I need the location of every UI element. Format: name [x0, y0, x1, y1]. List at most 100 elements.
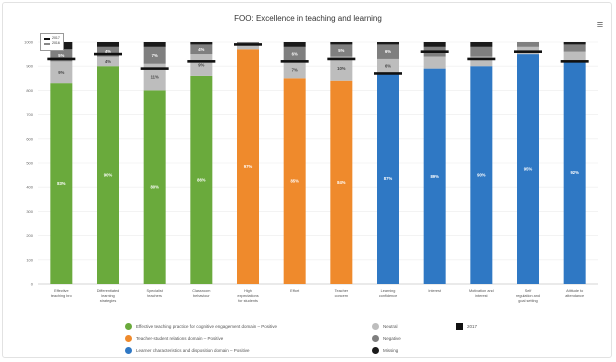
data-label: 84% [337, 180, 346, 185]
bar-segment[interactable] [470, 42, 493, 47]
chart-title: FOO: Excellence in teaching and learning [234, 14, 382, 23]
data-label: 5% [338, 48, 344, 53]
bar-segment[interactable] [423, 68, 446, 285]
data-label: 90% [104, 173, 113, 178]
y-tick-label: 900 [26, 64, 33, 69]
y-tick-label: 600 [26, 136, 33, 141]
x-tick-label: expectations [237, 294, 258, 298]
marker-2017 [560, 60, 589, 63]
data-label: 95% [524, 167, 533, 172]
data-label: 80% [150, 185, 159, 190]
x-tick-label: Teacher [335, 289, 349, 293]
bar-segment[interactable] [283, 46, 306, 62]
bar-segment[interactable] [143, 63, 166, 91]
bar-segment[interactable] [330, 44, 353, 57]
bar-segment[interactable] [143, 42, 166, 47]
x-tick-label: Attitude to [566, 289, 583, 293]
marker-2017 [187, 60, 216, 63]
legend-label: Learner characteristics and disposition … [136, 348, 250, 353]
bar-segment[interactable] [423, 42, 446, 47]
legend-label: Missing [383, 348, 399, 353]
bar-segment[interactable] [50, 61, 73, 84]
bar-segment[interactable] [97, 42, 119, 47]
bar-segment[interactable] [283, 61, 306, 79]
legend-item-neutral[interactable]: Neutral [372, 323, 398, 330]
y-tick-label: 100 [26, 257, 33, 262]
x-tick-label: Differentiated [97, 289, 120, 293]
legend-item-2017[interactable]: 2017 [456, 323, 477, 330]
x-tick-label: for students [238, 299, 258, 303]
x-tick-label: regulation and [516, 294, 540, 298]
bar-segment[interactable] [377, 44, 399, 59]
bar-segment[interactable] [190, 75, 213, 284]
legend-item-effective[interactable]: Effective teaching practice for cognitiv… [125, 323, 277, 330]
legend-item-missing[interactable]: Missing [372, 347, 398, 354]
bar-segment[interactable] [563, 44, 586, 52]
bar-segment[interactable] [470, 56, 493, 67]
bar-segment[interactable] [237, 44, 259, 50]
bar-segment[interactable] [470, 46, 493, 57]
data-label: 83% [57, 181, 66, 186]
bar-segment[interactable] [50, 83, 73, 284]
bar-segment[interactable] [283, 78, 306, 284]
bar-segment[interactable] [563, 51, 586, 62]
y-tick-label: 200 [26, 233, 33, 238]
legend-label: Effective teaching practice for cognitiv… [136, 324, 277, 329]
bar-segment[interactable] [143, 90, 166, 285]
bar-segment[interactable] [143, 46, 166, 64]
bar-segment[interactable] [190, 42, 213, 45]
bar-segment[interactable] [377, 58, 399, 74]
x-tick-label: goal setting [518, 299, 537, 303]
legend-label: 2017 [467, 324, 478, 329]
legend-dot [125, 335, 132, 342]
data-label: 4% [105, 59, 111, 64]
legend-label: Negative [383, 336, 401, 341]
legend-dot [125, 347, 132, 354]
menu-icon[interactable]: ≡ [596, 19, 604, 31]
data-label: 7% [292, 67, 298, 72]
data-label: 7% [152, 53, 158, 58]
data-label: 10% [337, 66, 346, 71]
bar-segment[interactable] [190, 44, 213, 55]
bar-segment[interactable] [517, 54, 539, 284]
bar-segment[interactable] [190, 54, 213, 76]
bar-segment[interactable] [517, 42, 539, 47]
bar-segment[interactable] [330, 80, 353, 284]
bar-segment[interactable] [97, 56, 119, 67]
legend-label: Neutral [383, 324, 398, 329]
bar-segment[interactable] [377, 42, 399, 45]
bar-segment[interactable] [423, 56, 446, 69]
bar-segment[interactable] [97, 46, 119, 57]
marker-2017 [420, 50, 449, 53]
bar-segment[interactable] [237, 49, 259, 285]
x-tick-label: behaviour [193, 294, 210, 298]
data-label: 9% [198, 62, 204, 67]
bar-segment[interactable] [470, 66, 493, 284]
x-tick-label: Effective [54, 289, 69, 293]
marker-2017 [514, 50, 542, 53]
x-tick-label: teaching bro [51, 294, 72, 298]
data-label: 9% [58, 70, 64, 75]
y-tick-label: 1000 [24, 40, 34, 45]
legend-dot [125, 323, 132, 330]
bar-segment[interactable] [330, 56, 353, 81]
inline-legend-label2: 2016 [52, 41, 60, 45]
bar-segment[interactable] [377, 73, 399, 285]
bar-segment[interactable] [283, 42, 306, 47]
legend-item-negative[interactable]: Negative [372, 335, 401, 342]
data-label: 11% [151, 75, 159, 80]
legend-item-teacher[interactable]: Teacher-student relations domain – Posit… [125, 335, 223, 342]
bar-segment[interactable] [330, 42, 353, 45]
legend-item-learner[interactable]: Learner characteristics and disposition … [125, 347, 250, 354]
data-label: 86% [197, 177, 206, 182]
x-tick-label: Specialist [147, 289, 164, 293]
legend-dot [372, 323, 379, 330]
bar-segment[interactable] [97, 66, 119, 284]
bar-segment[interactable] [563, 61, 586, 284]
inline-legend: 2017 2016 [40, 33, 64, 51]
bar-segment[interactable] [563, 42, 586, 45]
legend-swatch [44, 37, 50, 40]
data-label: 89% [430, 174, 439, 179]
x-tick-label: learning [101, 294, 115, 298]
